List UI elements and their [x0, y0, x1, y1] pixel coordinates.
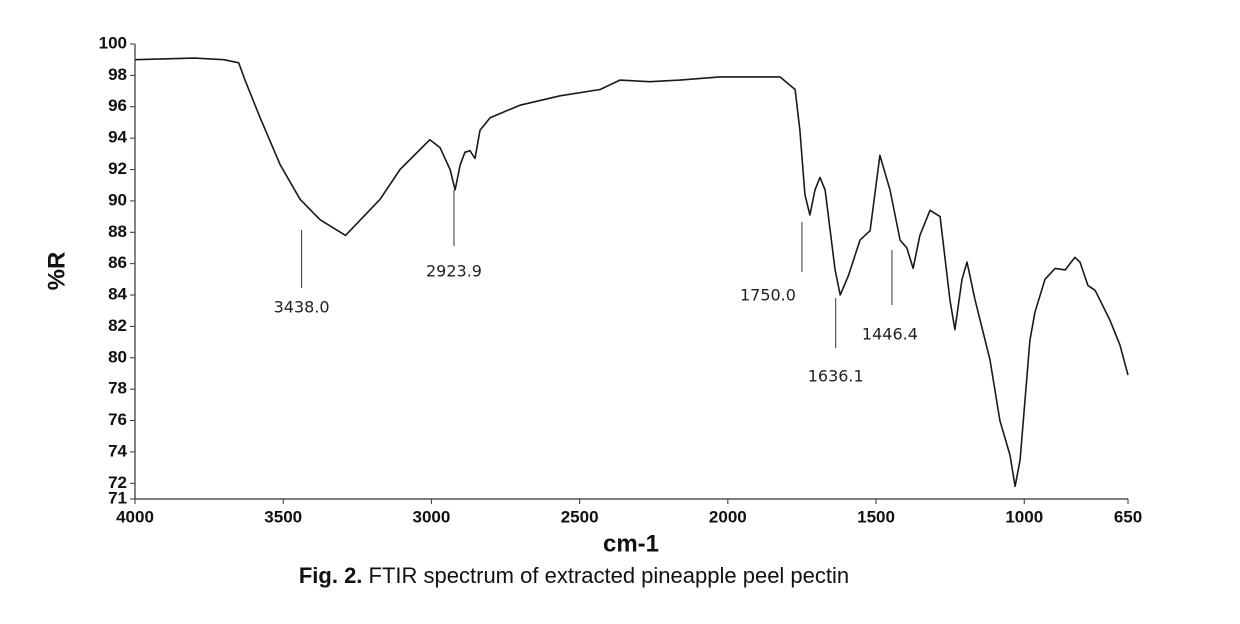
y-tick-label: 71 — [108, 488, 127, 507]
y-axis-label: %R — [43, 252, 70, 291]
y-tick-label: 84 — [108, 285, 127, 304]
annotation-label: 2923.9 — [426, 262, 482, 281]
y-tick-label: 88 — [108, 222, 127, 241]
spectrum-line — [134, 57, 1129, 488]
caption-text: FTIR spectrum of extracted pineapple pee… — [369, 563, 850, 588]
y-tick-label: 96 — [108, 96, 127, 115]
annotation-label: 3438.0 — [274, 298, 330, 317]
x-tick-label: 2000 — [709, 507, 747, 526]
caption-label: Fig. 2. — [299, 563, 363, 588]
y-tick-label: 82 — [108, 316, 127, 335]
x-axis-label: cm-1 — [603, 530, 659, 557]
y-tick-label: 94 — [108, 128, 127, 147]
x-tick-label: 650 — [1114, 507, 1142, 526]
x-tick-label: 1000 — [1005, 507, 1043, 526]
annotation-label: 1636.1 — [808, 367, 864, 386]
y-tick-label: 100 — [99, 33, 127, 52]
x-tick-label: 4000 — [116, 507, 154, 526]
y-tick-label: 90 — [108, 190, 127, 209]
annotation-label: 1750.0 — [740, 286, 796, 305]
x-tick-label: 3000 — [413, 507, 451, 526]
y-tick-label: 98 — [108, 65, 127, 84]
y-tick-label: 78 — [108, 379, 127, 398]
annotation-label: 1446.4 — [862, 325, 918, 344]
x-tick-label: 2500 — [561, 507, 599, 526]
x-tick-label: 1500 — [857, 507, 895, 526]
y-tick-label: 74 — [108, 441, 127, 460]
x-tick-label: 3500 — [264, 507, 302, 526]
y-tick-label: 72 — [108, 473, 127, 492]
caption: Fig. 2. FTIR spectrum of extracted pinea… — [299, 563, 849, 588]
y-tick-label: 80 — [108, 347, 127, 366]
y-tick-label: 86 — [108, 253, 127, 272]
y-tick-label: 76 — [108, 410, 127, 429]
y-tick-label: 92 — [108, 159, 127, 178]
